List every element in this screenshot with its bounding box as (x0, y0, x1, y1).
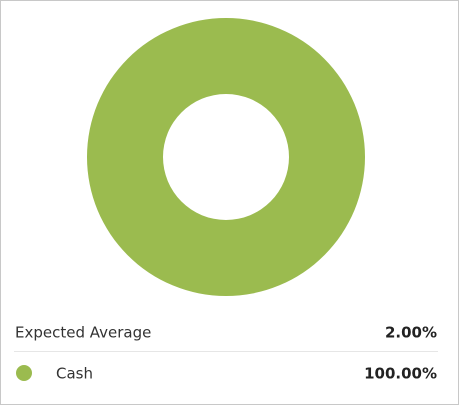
donut-chart (87, 18, 365, 296)
summary-value: 2.00% (385, 324, 437, 342)
summary-label: Expected Average (15, 324, 151, 342)
legend-label: Cash (56, 365, 93, 383)
legend-value: 100.00% (364, 365, 437, 383)
legend: Cash 100.00% (16, 365, 437, 383)
donut-segment (87, 18, 365, 296)
legend-swatch (16, 365, 32, 381)
